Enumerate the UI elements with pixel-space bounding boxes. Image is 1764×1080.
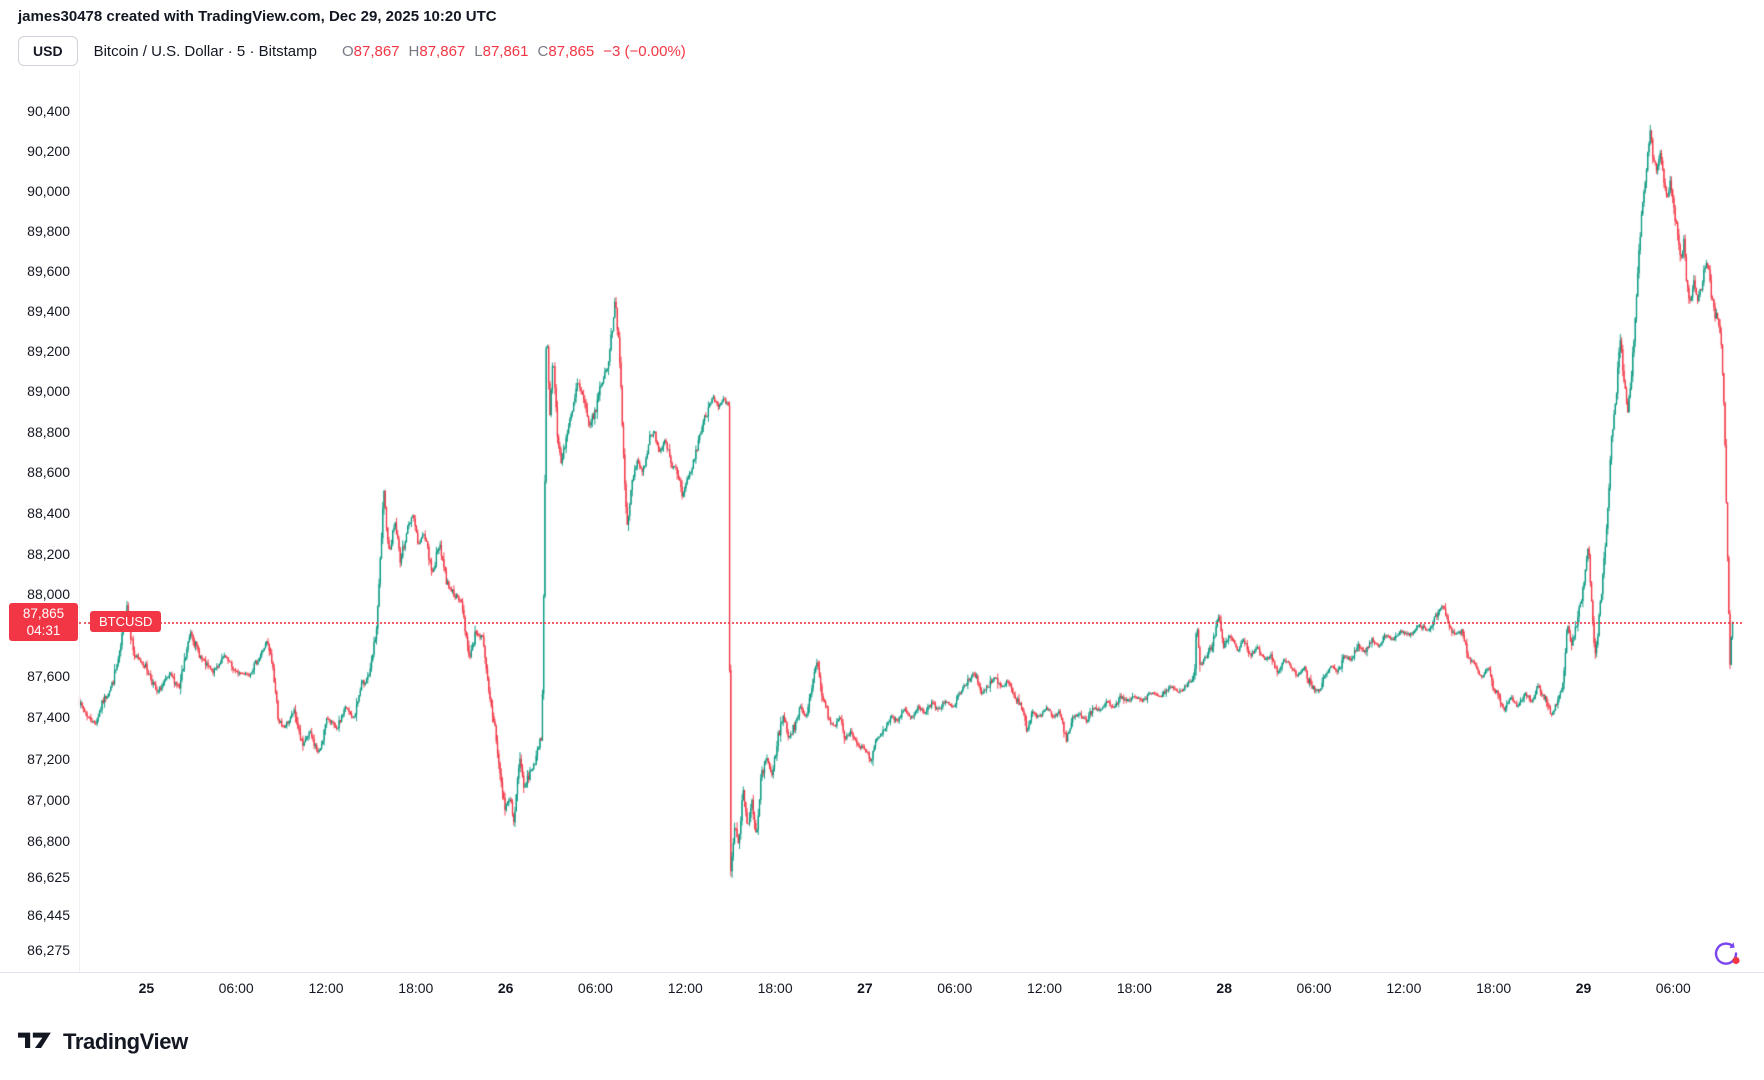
footer: TradingView <box>18 1024 188 1060</box>
x-axis-tick: 27 <box>857 980 873 996</box>
time-axis-divider <box>0 972 1764 973</box>
y-axis-tick: 87,000 <box>27 791 70 808</box>
x-axis-tick: 29 <box>1575 980 1592 996</box>
x-axis-tick: 12:00 <box>308 980 344 996</box>
y-axis-tick: 89,600 <box>27 262 70 279</box>
current-price: 87,865 <box>22 606 65 622</box>
y-axis-tick: 89,000 <box>27 383 70 400</box>
y-axis-tick: 88,600 <box>27 464 70 481</box>
x-axis-tick: 18:00 <box>757 980 793 996</box>
time-axis: 25 06:00 12:00 18:00 26 06:00 12:00 18:00 27 06:0… <box>0 980 1764 1002</box>
y-axis-tick: 89,800 <box>27 222 70 239</box>
tradingview-logo-icon[interactable] <box>18 1027 54 1058</box>
y-axis-tick: 88,400 <box>27 504 70 521</box>
y-axis-tick: 89,400 <box>27 302 70 319</box>
tradingview-wordmark[interactable]: TradingView <box>63 1029 188 1054</box>
y-axis-tick: 87,600 <box>27 668 70 685</box>
y-axis-tick: 90,400 <box>27 102 70 119</box>
y-axis-tick: 86,275 <box>27 942 70 959</box>
x-axis-tick: 06:00 <box>1655 980 1691 996</box>
current-price-line <box>79 622 1742 625</box>
x-axis-tick: 12:00 <box>1386 980 1422 996</box>
x-axis-tick: 12:00 <box>667 980 703 996</box>
x-axis-tick: 18:00 <box>1116 980 1152 996</box>
y-axis-tick: 90,200 <box>27 142 70 159</box>
x-axis-tick: 12:00 <box>1027 980 1063 996</box>
bar-countdown: 04:31 <box>26 623 61 639</box>
y-axis-tick: 86,625 <box>27 869 70 886</box>
y-axis-tick: 86,445 <box>27 906 70 923</box>
y-axis-tick: 87,200 <box>27 750 70 767</box>
x-axis-tick: 26 <box>497 980 514 996</box>
x-axis-tick: 25 <box>138 980 155 996</box>
x-axis-tick: 06:00 <box>218 980 254 996</box>
x-axis-tick: 18:00 <box>1476 980 1512 996</box>
y-axis-tick: 89,200 <box>27 343 70 360</box>
x-axis-tick: 06:00 <box>577 980 613 996</box>
y-axis-tick: 88,800 <box>27 423 70 440</box>
y-axis-tick: 90,000 <box>27 182 70 199</box>
x-axis-tick: 18:00 <box>398 980 434 996</box>
current-price-badge: 87,865 04:31 <box>9 603 78 642</box>
x-axis-tick: 28 <box>1216 980 1232 996</box>
price-axis: 90,400 90,200 90,000 89,800 89,600 89,400 89,2… <box>0 0 79 980</box>
y-axis-tick: 87,400 <box>27 709 70 726</box>
x-axis-tick: 06:00 <box>1296 980 1332 996</box>
y-axis-tick: 86,800 <box>27 833 70 850</box>
refresh-data-button[interactable] <box>1710 940 1742 968</box>
price-axis-divider <box>79 70 80 972</box>
y-axis-tick: 88,000 <box>27 586 70 603</box>
symbol-tag: BTCUSD <box>90 611 162 633</box>
y-axis-tick: 88,200 <box>27 545 70 562</box>
x-axis-tick: 06:00 <box>937 980 973 996</box>
